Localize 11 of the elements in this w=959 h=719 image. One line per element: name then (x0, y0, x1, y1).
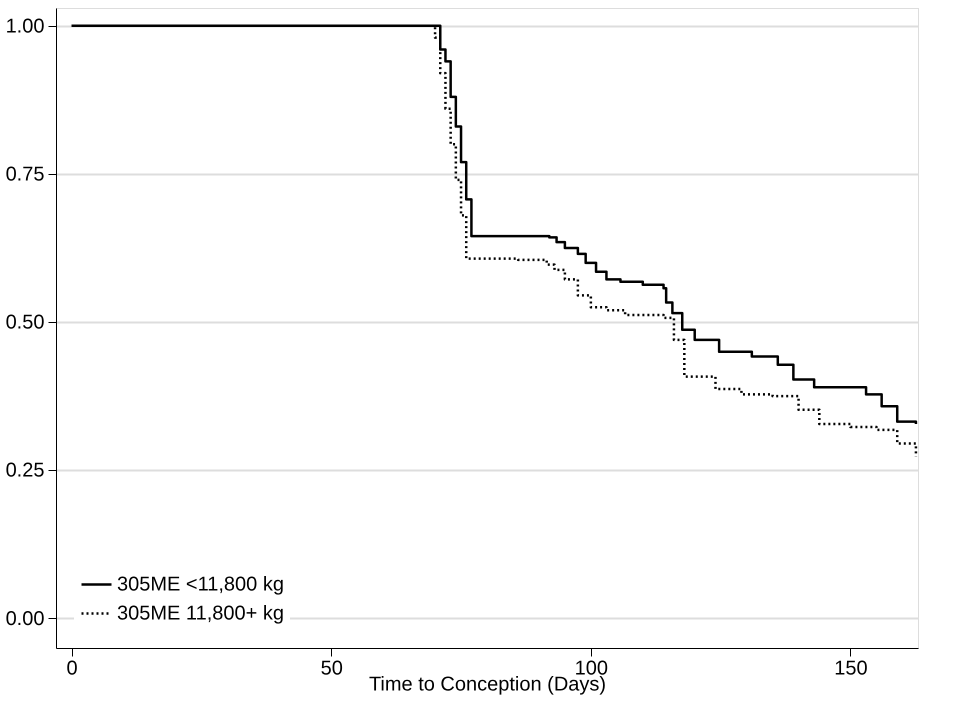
legend-label: 305ME 11,800+ kg (117, 602, 284, 624)
x-axis-title: Time to Conception (Days) (368, 674, 606, 696)
y-tick-label: 0.75 (6, 163, 44, 186)
y-tick-label: 0.25 (6, 460, 44, 482)
x-tick-label: 50 (320, 658, 343, 680)
x-tick-label: 150 (834, 658, 868, 680)
y-tick-label: 1.00 (6, 15, 44, 38)
x-tick-label: 0 (66, 658, 78, 680)
legend-label: 305ME <11,800 kg (117, 574, 284, 596)
y-tick-label: 0.00 (6, 608, 44, 630)
y-tick-label: 0.50 (6, 312, 44, 334)
